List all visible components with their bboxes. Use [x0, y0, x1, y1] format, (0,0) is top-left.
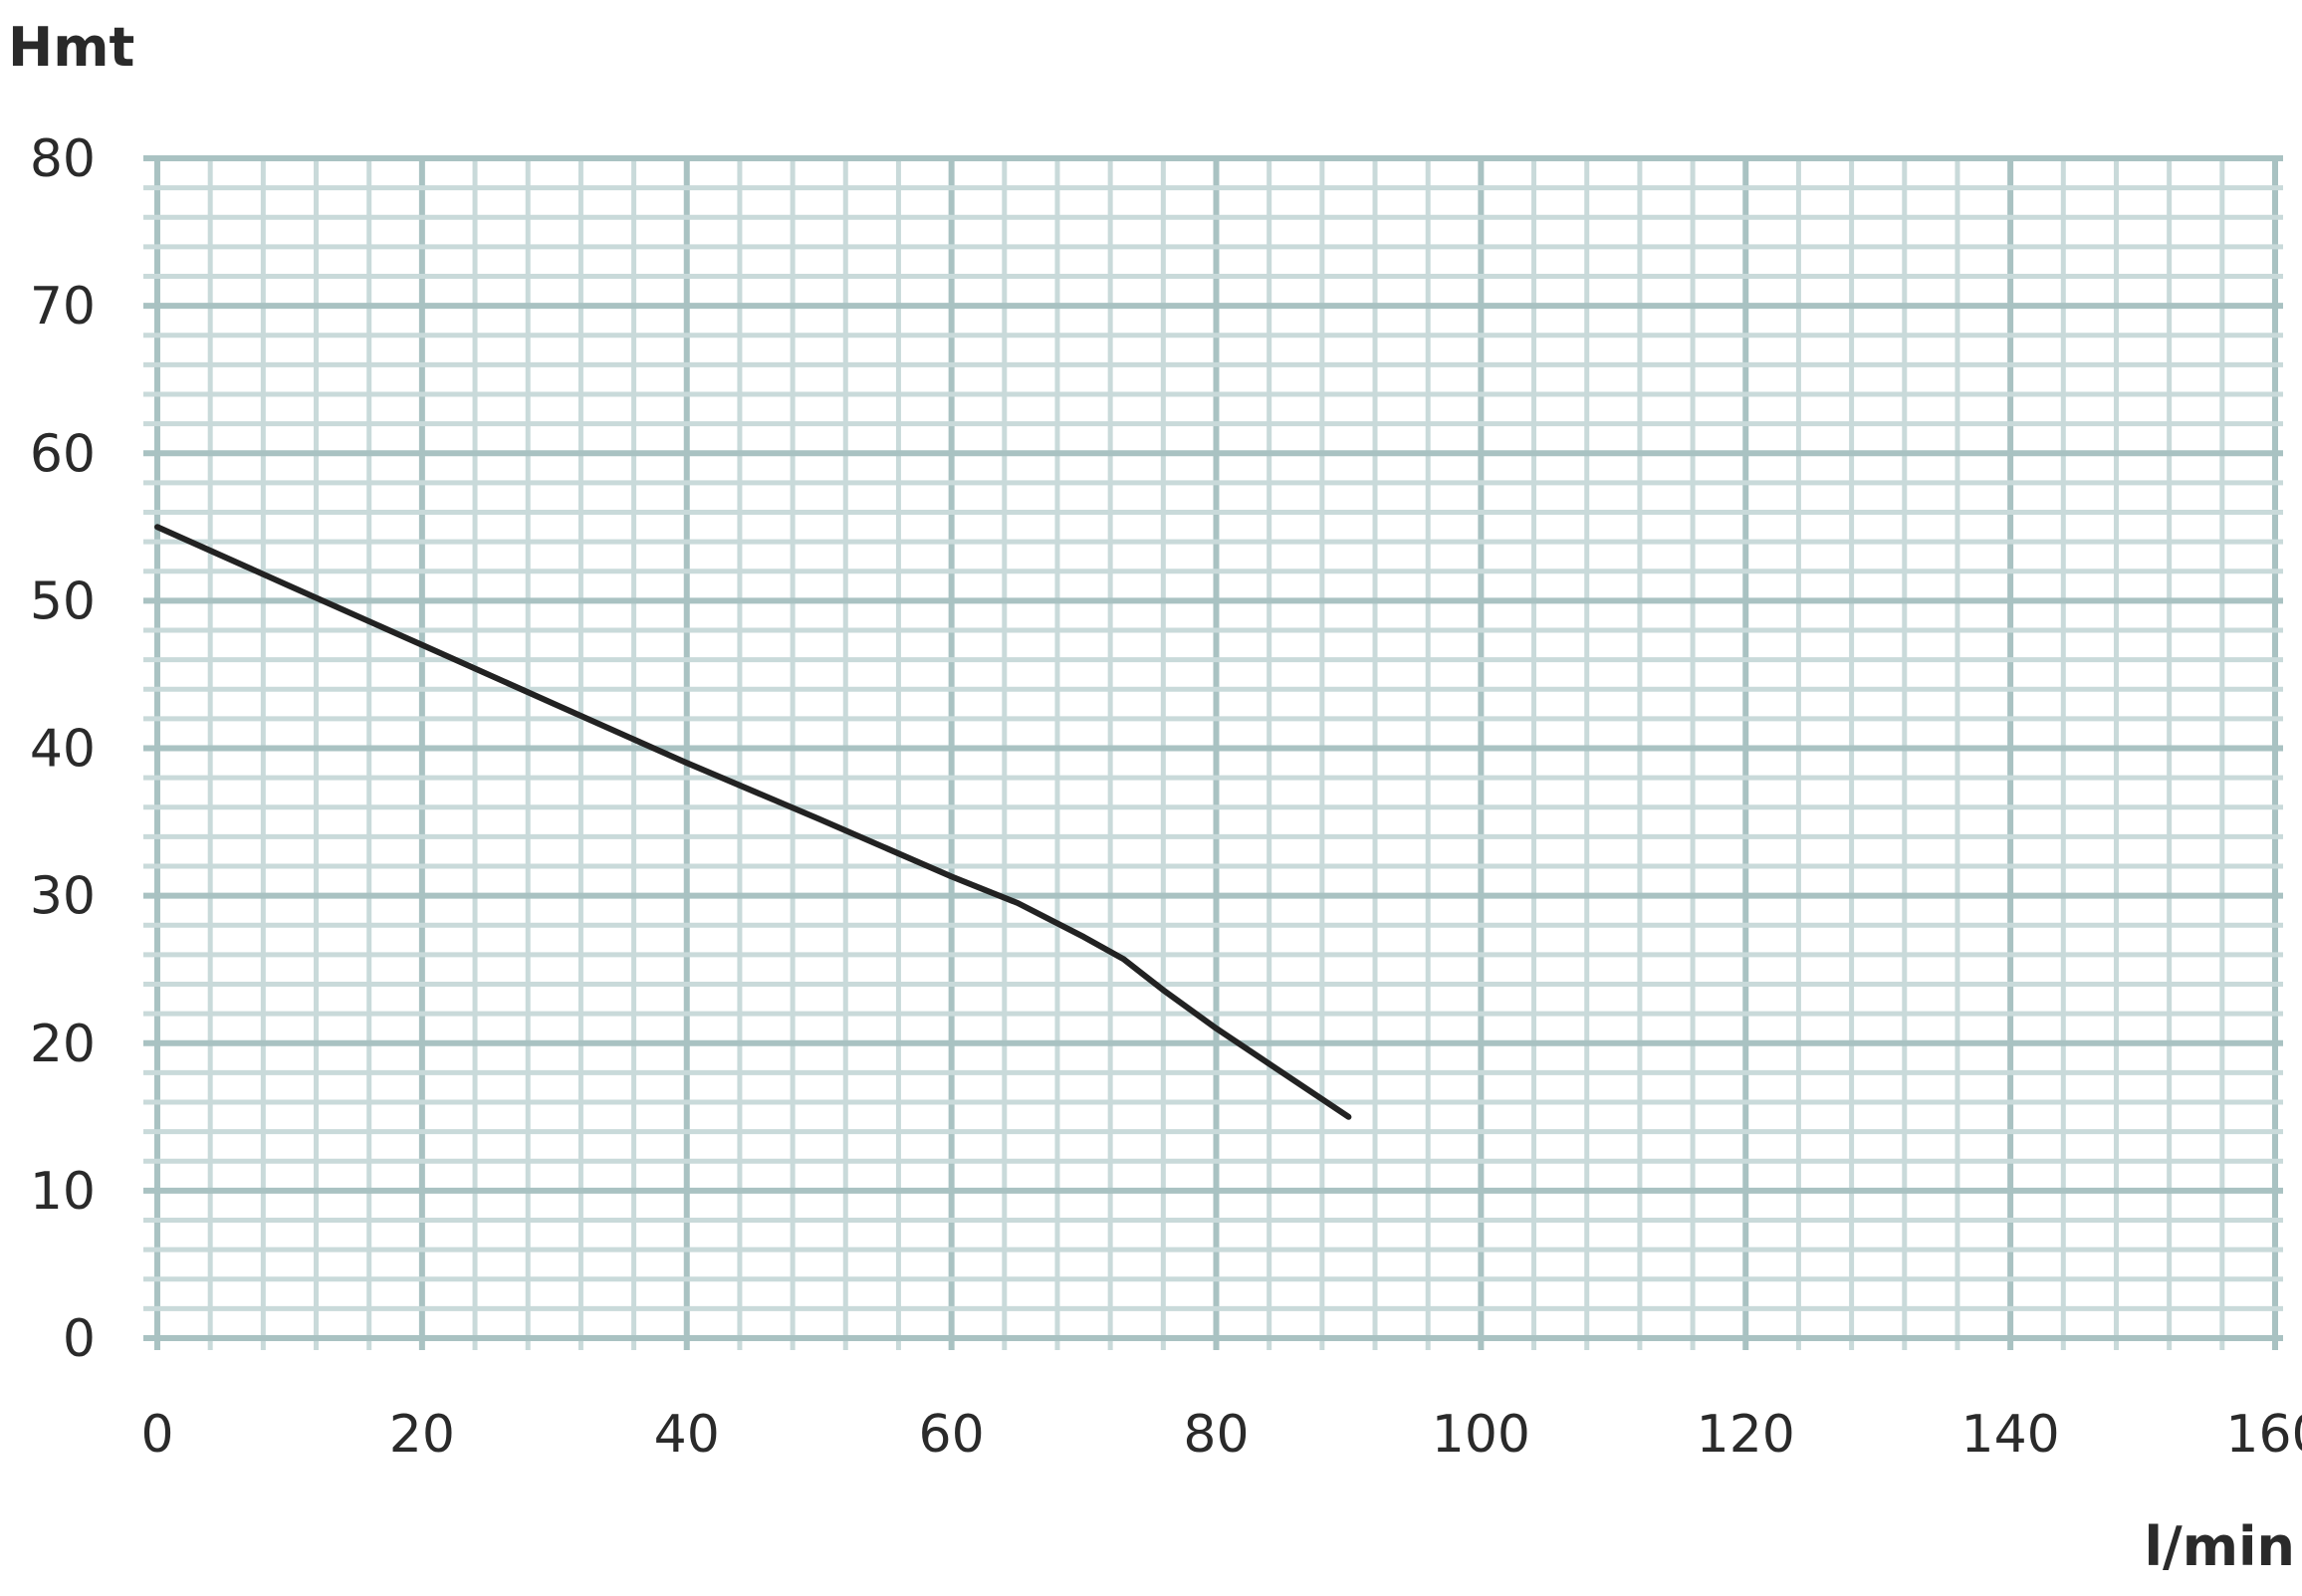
y-tick-label: 10: [30, 1162, 96, 1222]
x-tick-label: 120: [1697, 1405, 1795, 1465]
x-tick-label: 80: [1183, 1405, 1249, 1465]
x-tick-label: 0: [140, 1405, 173, 1465]
y-axis-title: Hmt: [8, 16, 134, 79]
y-tick-label: 50: [30, 571, 96, 631]
y-tick-label: 30: [30, 867, 96, 927]
y-tick-label: 70: [30, 277, 96, 337]
x-tick-labels: 0 20 40 60 80 100 120 140 160: [140, 1405, 2302, 1465]
x-tick-label: 20: [389, 1405, 455, 1465]
x-tick-label: 100: [1432, 1405, 1530, 1465]
x-tick-label: 60: [919, 1405, 985, 1465]
y-tick-label: 80: [30, 129, 96, 189]
x-tick-label: 40: [654, 1405, 720, 1465]
y-tick-label: 40: [30, 720, 96, 780]
y-tick-labels: 0 10 20 30 40 50 60 70 80: [30, 129, 96, 1369]
x-tick-label: 160: [2225, 1405, 2302, 1465]
y-tick-label: 20: [30, 1015, 96, 1074]
y-tick-label: 0: [63, 1309, 96, 1369]
x-tick-label: 140: [1960, 1405, 2059, 1465]
y-tick-label: 60: [30, 424, 96, 484]
series-line: [154, 524, 1352, 1120]
grid: [143, 155, 2283, 1350]
x-axis-title: l/min: [2145, 1515, 2295, 1578]
